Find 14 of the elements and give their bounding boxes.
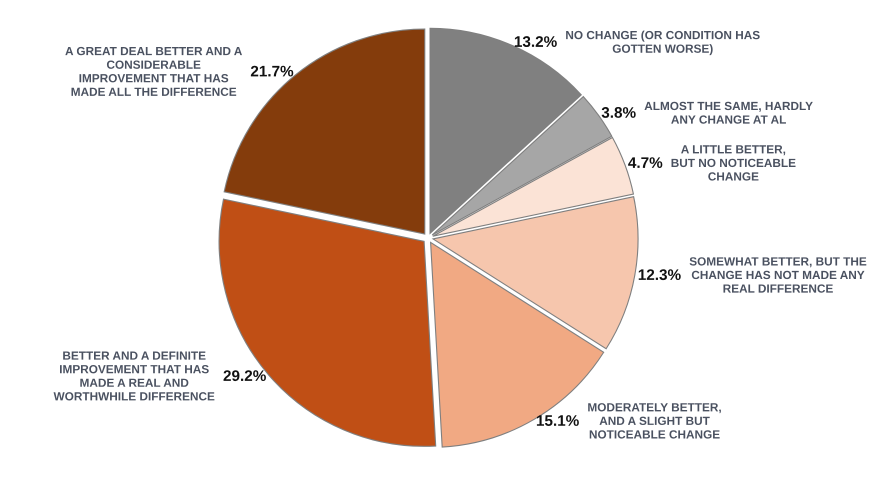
slice-label: A GREAT DEAL BETTER AND A CONSIDERABLE IMPROVEMENT THAT HAS MADE ALL THE DIFFERENCE	[65, 46, 242, 96]
slice-label: NO CHANGE (OR CONDITION HAS GOTTEN WORSE)	[566, 30, 760, 56]
data-label: 21.7%	[250, 66, 294, 77]
data-label: 12.3%	[638, 269, 681, 280]
data-label: 29.2%	[224, 370, 266, 382]
data-label: 15.1%	[536, 415, 579, 426]
slice-label: SOMEWHAT BETTER, BUT THE CHANGE HAS NOT MADE ANY REAL DIFFERENCE	[690, 257, 866, 293]
slice-label: BETTER AND A DEFINITE IMPROVEMENT THAT HAS MADE A REAL AND WORTHWHILE DIFFERENCE	[54, 352, 214, 400]
slice-label: A LITTLE BETTER, BUT NO NOTICEABLE CHANGE	[672, 145, 796, 181]
slice-label: MODERATELY BETTER, AND A SLIGHT BUT NOTICEABLE CHANGE	[588, 403, 721, 439]
data-label: 4.7%	[628, 157, 662, 168]
slice-label: ALMOST THE SAME, HARDLY ANY CHANGE AT AL	[644, 102, 813, 124]
data-label: 13.2%	[514, 36, 557, 47]
data-label: 3.8%	[602, 107, 636, 118]
